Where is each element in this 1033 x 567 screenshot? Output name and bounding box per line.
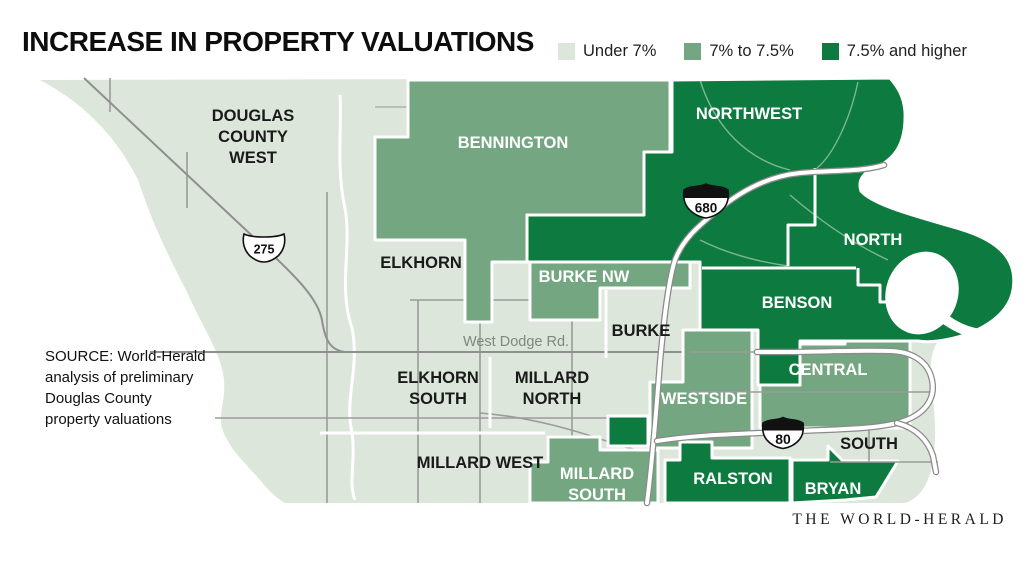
highway-i680 [643, 161, 888, 507]
legend-swatch-under-7 [558, 43, 575, 60]
road-label-west-dodge: West Dodge Rd. [463, 334, 569, 350]
source-note-line: SOURCE: World-Herald [45, 348, 206, 365]
region-label-elkhorn: ELKHORN [380, 254, 462, 272]
svg-text:SOUTH: SOUTH [568, 486, 626, 504]
svg-text:MILLARD: MILLARD [560, 465, 634, 483]
legend-item-7-5-higher: 7.5% and higher [821, 42, 967, 61]
svg-text:80: 80 [775, 431, 791, 447]
region-hanscom-block-shape [606, 414, 650, 448]
river-channel [941, 315, 1005, 339]
region-label-douglas-county-west: DOUGLAS COUNTY WEST [212, 107, 295, 167]
region-label-burke: BURKE [612, 322, 671, 340]
svg-text:MILLARD: MILLARD [515, 369, 589, 387]
svg-text:275: 275 [254, 243, 275, 257]
region-label-bennington: BENNINGTON [458, 134, 569, 152]
legend-label-7-to-7-5: 7% to 7.5% [709, 42, 794, 60]
region-label-benson: BENSON [762, 294, 833, 312]
page-title: INCREASE IN PROPERTY VALUATIONS [22, 26, 534, 57]
river-cove [885, 251, 959, 335]
region-millard-south-shape [528, 435, 660, 505]
region-label-millard-west: MILLARD WEST [417, 454, 543, 472]
source-note-line: property valuations [45, 411, 172, 428]
publisher-credit: THE WORLD-HERALD [792, 511, 1007, 528]
region-label-central: CENTRAL [789, 361, 868, 379]
interstate-80-shield: 80 [761, 416, 805, 450]
legend-item-under-7: Under 7% [558, 42, 656, 61]
source-note-line: analysis of preliminary [45, 369, 194, 386]
source-note: SOURCE: World-Herald analysis of prelimi… [45, 346, 206, 430]
legend: Under 7% 7% to 7.5% 7.5% and higher [558, 42, 967, 61]
interstate-680-shield: 680 [682, 183, 730, 219]
region-label-northwest: NORTHWEST [696, 105, 802, 123]
legend-swatch-7-to-7-5 [684, 43, 702, 60]
region-label-north: NORTH [844, 231, 903, 249]
region-label-westside: WESTSIDE [661, 390, 747, 408]
region-label-ralston: RALSTON [693, 470, 772, 488]
region-label-millard-south: MILLARD SOUTH [560, 465, 634, 504]
svg-text:ELKHORN: ELKHORN [397, 369, 479, 387]
us-275-shield: 275 [242, 232, 286, 263]
region-labels: DOUGLAS COUNTY WEST BENNINGTON NORTHWEST… [212, 105, 903, 504]
region-label-millard-north: MILLARD NORTH [515, 369, 589, 408]
svg-text:WEST: WEST [229, 149, 277, 167]
legend-label-7-5-higher: 7.5% and higher [846, 42, 967, 60]
legend-label-under-7: Under 7% [583, 42, 657, 60]
river-coves [885, 251, 1005, 339]
svg-text:COUNTY: COUNTY [218, 128, 288, 146]
region-ralston-shape [663, 440, 792, 505]
creek-boundary [338, 94, 357, 501]
svg-text:SOUTH: SOUTH [409, 390, 467, 408]
source-note-line: Douglas County [45, 390, 152, 407]
faint-roads [699, 79, 889, 267]
legend-item-7-to-7-5: 7% to 7.5% [684, 42, 794, 61]
region-label-south: SOUTH [840, 435, 898, 453]
region-label-elkhorn-south: ELKHORN SOUTH [397, 369, 479, 408]
south-roads [690, 351, 938, 463]
region-bryan-shape [790, 444, 900, 505]
svg-text:DOUGLAS: DOUGLAS [212, 107, 295, 125]
svg-text:NORTH: NORTH [523, 390, 582, 408]
admin-boundaries [320, 168, 910, 435]
svg-text:680: 680 [695, 201, 718, 216]
highway-i80 [653, 347, 940, 476]
region-label-bryan: BRYAN [805, 480, 862, 498]
legend-swatch-7-5-higher [821, 43, 839, 60]
region-label-burke-nw: BURKE NW [539, 268, 630, 286]
